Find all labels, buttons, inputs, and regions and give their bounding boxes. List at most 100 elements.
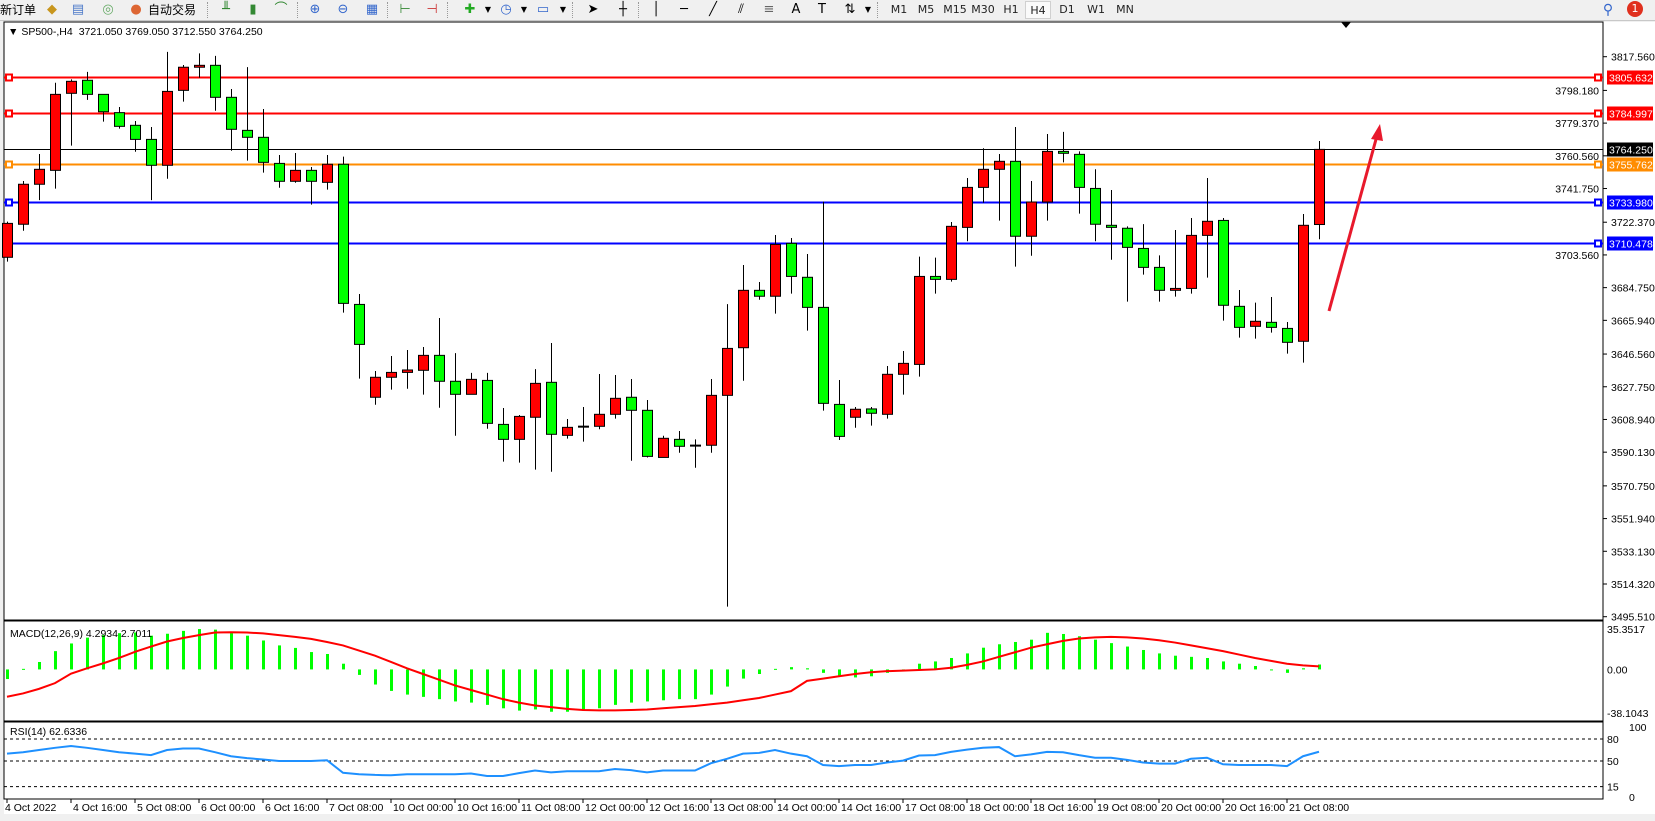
templates-icon[interactable]: ▭ bbox=[536, 2, 550, 17]
metaeditor-icon[interactable]: ◆ bbox=[47, 2, 57, 17]
timeframe-mn[interactable]: MN bbox=[1116, 3, 1134, 16]
text-icon[interactable]: A bbox=[791, 2, 801, 17]
price-label: 3805.632 bbox=[1609, 73, 1653, 85]
chart-canvas bbox=[4, 22, 1655, 814]
candle bbox=[786, 237, 797, 294]
candle-body bbox=[1202, 220, 1213, 236]
line-handle-right bbox=[1594, 239, 1602, 248]
candle-body bbox=[818, 306, 829, 404]
price-panel: 3817.560 3798.180 3779.370 3760.560 3741.750… bbox=[2, 21, 1655, 624]
price-tick-label: 3533.130 bbox=[1611, 546, 1655, 558]
fibonacci-icon[interactable]: ≡ bbox=[763, 2, 775, 17]
signals-icon[interactable]: ◎ bbox=[102, 2, 114, 17]
text-label-icon[interactable]: T bbox=[818, 2, 826, 17]
candle-body bbox=[82, 79, 93, 95]
horizontal-line-icon[interactable]: ─ bbox=[680, 2, 688, 17]
candle bbox=[562, 419, 573, 439]
timeframe-h4[interactable]: H4 bbox=[1025, 1, 1051, 19]
new-order-button[interactable]: 新订单 bbox=[0, 3, 37, 17]
candle bbox=[50, 82, 61, 189]
macd-histogram-bar bbox=[1318, 664, 1321, 670]
candle-body bbox=[338, 163, 349, 304]
macd-histogram-bar bbox=[6, 669, 9, 680]
zoom-out-icon[interactable]: ⊖ bbox=[337, 2, 349, 17]
candlestick-chart-icon[interactable]: ▮ bbox=[249, 2, 257, 17]
candle bbox=[642, 400, 653, 458]
notification-badge[interactable]: 1 bbox=[1627, 1, 1643, 17]
candle-body bbox=[274, 162, 285, 182]
timeframe-m5[interactable]: M5 bbox=[917, 3, 935, 16]
candle bbox=[626, 379, 637, 461]
line-handle-left bbox=[5, 198, 13, 207]
macd-histogram-bar bbox=[982, 647, 985, 670]
dropdown-arrow-icon[interactable]: ▼ bbox=[559, 5, 567, 14]
timeframe-h1[interactable]: H1 bbox=[1003, 3, 1019, 16]
price-tick-label: 3495.510 bbox=[1611, 612, 1655, 624]
time-tick-label: 12 Oct 16:00 bbox=[649, 802, 709, 814]
candle-body bbox=[1074, 153, 1085, 188]
candle-body bbox=[546, 381, 557, 435]
timeframe-m15[interactable]: M15 bbox=[943, 3, 967, 16]
chart-shift-marker[interactable] bbox=[1341, 22, 1351, 28]
candle bbox=[338, 156, 349, 313]
candle-body bbox=[1106, 224, 1117, 228]
toolbar-separator bbox=[387, 2, 390, 18]
crosshair-icon[interactable]: ┼ bbox=[619, 2, 627, 17]
periods-clock-icon[interactable]: ◷ bbox=[500, 2, 512, 17]
auto-trading-icon[interactable]: ● bbox=[130, 2, 142, 17]
macd-panel-border bbox=[3, 620, 1604, 722]
candle bbox=[578, 407, 589, 442]
equidistant-channel-icon[interactable]: ⫽ bbox=[738, 2, 744, 17]
macd-histogram-bar bbox=[1270, 669, 1273, 671]
macd-histogram-bar bbox=[54, 651, 57, 670]
price-tick-label: 3590.130 bbox=[1611, 447, 1655, 459]
timeframe-m30[interactable]: M30 bbox=[971, 3, 995, 16]
candle bbox=[370, 371, 381, 405]
time-tick-label: 20 Oct 00:00 bbox=[1161, 802, 1221, 814]
candle bbox=[1154, 255, 1165, 302]
candle-body bbox=[1138, 247, 1149, 268]
candle-body bbox=[18, 183, 29, 225]
time-axis: 4 Oct 2022 4 Oct 16:00 5 Oct 08:00 6 Oct 00… bbox=[0, 799, 1655, 821]
candle-body bbox=[962, 186, 973, 228]
candle bbox=[242, 67, 253, 161]
arrows-icon[interactable]: ⇅ bbox=[844, 2, 856, 17]
vertical-line-icon[interactable]: │ bbox=[652, 2, 660, 17]
timeframe-w1[interactable]: W1 bbox=[1087, 3, 1105, 16]
bar-chart-icon[interactable]: ╨ bbox=[222, 2, 230, 17]
macd-histogram-bar bbox=[550, 669, 553, 712]
dropdown-arrow-icon[interactable]: ▼ bbox=[484, 5, 492, 14]
timeframe-m1[interactable]: M1 bbox=[890, 3, 908, 16]
auto-scroll-icon[interactable]: ⊢ bbox=[399, 2, 411, 17]
price-label: 3764.250 bbox=[1609, 145, 1653, 157]
dropdown-arrow-icon[interactable]: ▼ bbox=[864, 5, 872, 14]
chart-shift-icon[interactable]: ⊣ bbox=[426, 2, 438, 17]
candle bbox=[1122, 226, 1133, 302]
candle-body bbox=[1250, 320, 1261, 327]
candle-body bbox=[370, 376, 381, 398]
cursor-icon[interactable]: ➤ bbox=[587, 2, 599, 17]
search-icon[interactable]: ⚲ bbox=[1602, 2, 1614, 18]
candle bbox=[738, 264, 749, 381]
auto-trading-button[interactable]: 自动交易 bbox=[148, 3, 197, 17]
indicators-icon[interactable]: ✚ bbox=[464, 2, 476, 17]
timeframe-d1[interactable]: D1 bbox=[1059, 3, 1075, 16]
dropdown-arrow-icon[interactable]: ▼ bbox=[520, 5, 528, 14]
tile-windows-icon[interactable]: ▦ bbox=[365, 2, 379, 17]
candle-body bbox=[866, 408, 877, 414]
macd-histogram-bar bbox=[70, 643, 73, 670]
zoom-in-icon[interactable]: ⊕ bbox=[309, 2, 321, 17]
candle bbox=[2, 221, 13, 262]
candle bbox=[802, 253, 813, 331]
time-tick-label: 21 Oct 08:00 bbox=[1289, 802, 1349, 814]
candle bbox=[162, 51, 173, 179]
macd-histogram-bar bbox=[1174, 655, 1177, 670]
candle-body bbox=[210, 64, 221, 98]
line-chart-icon[interactable]: ⌒ bbox=[274, 2, 288, 17]
navigator-icon[interactable]: ▤ bbox=[71, 2, 85, 17]
candle-body bbox=[626, 396, 637, 411]
macd-histogram-bar bbox=[102, 635, 105, 670]
candle bbox=[146, 127, 157, 201]
trendline-icon[interactable]: ╱ bbox=[709, 2, 717, 17]
